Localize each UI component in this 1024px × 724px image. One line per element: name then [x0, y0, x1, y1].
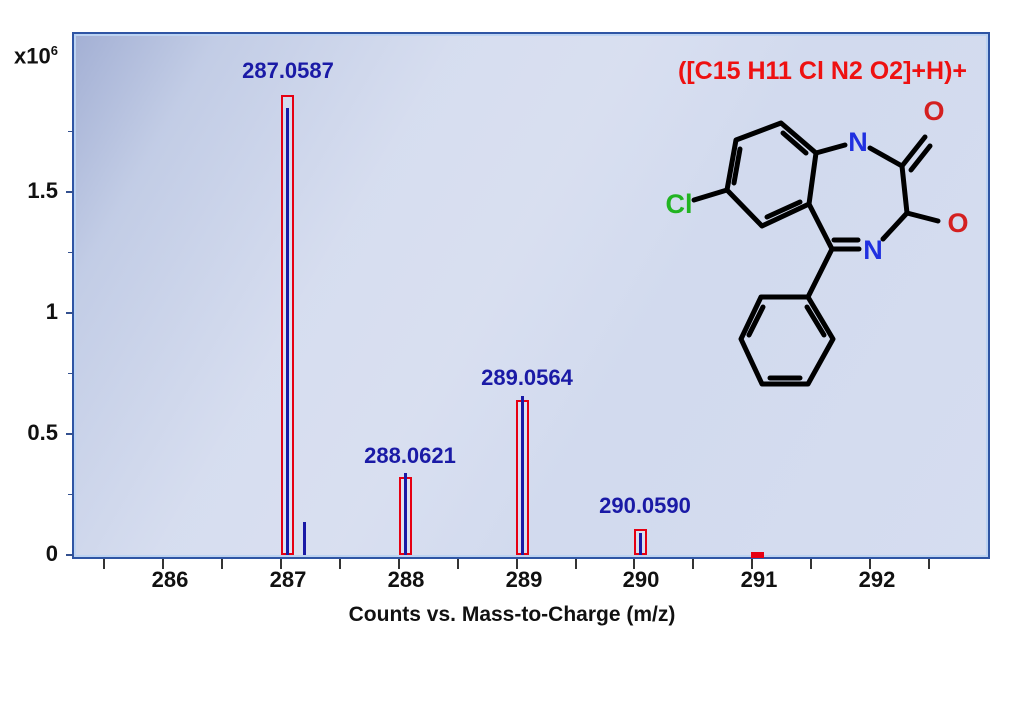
svg-text:O: O: [923, 96, 944, 126]
svg-text:Cl: Cl: [666, 189, 693, 219]
svg-text:N: N: [863, 235, 883, 265]
svg-text:O: O: [947, 208, 968, 238]
svg-text:N: N: [848, 127, 868, 157]
